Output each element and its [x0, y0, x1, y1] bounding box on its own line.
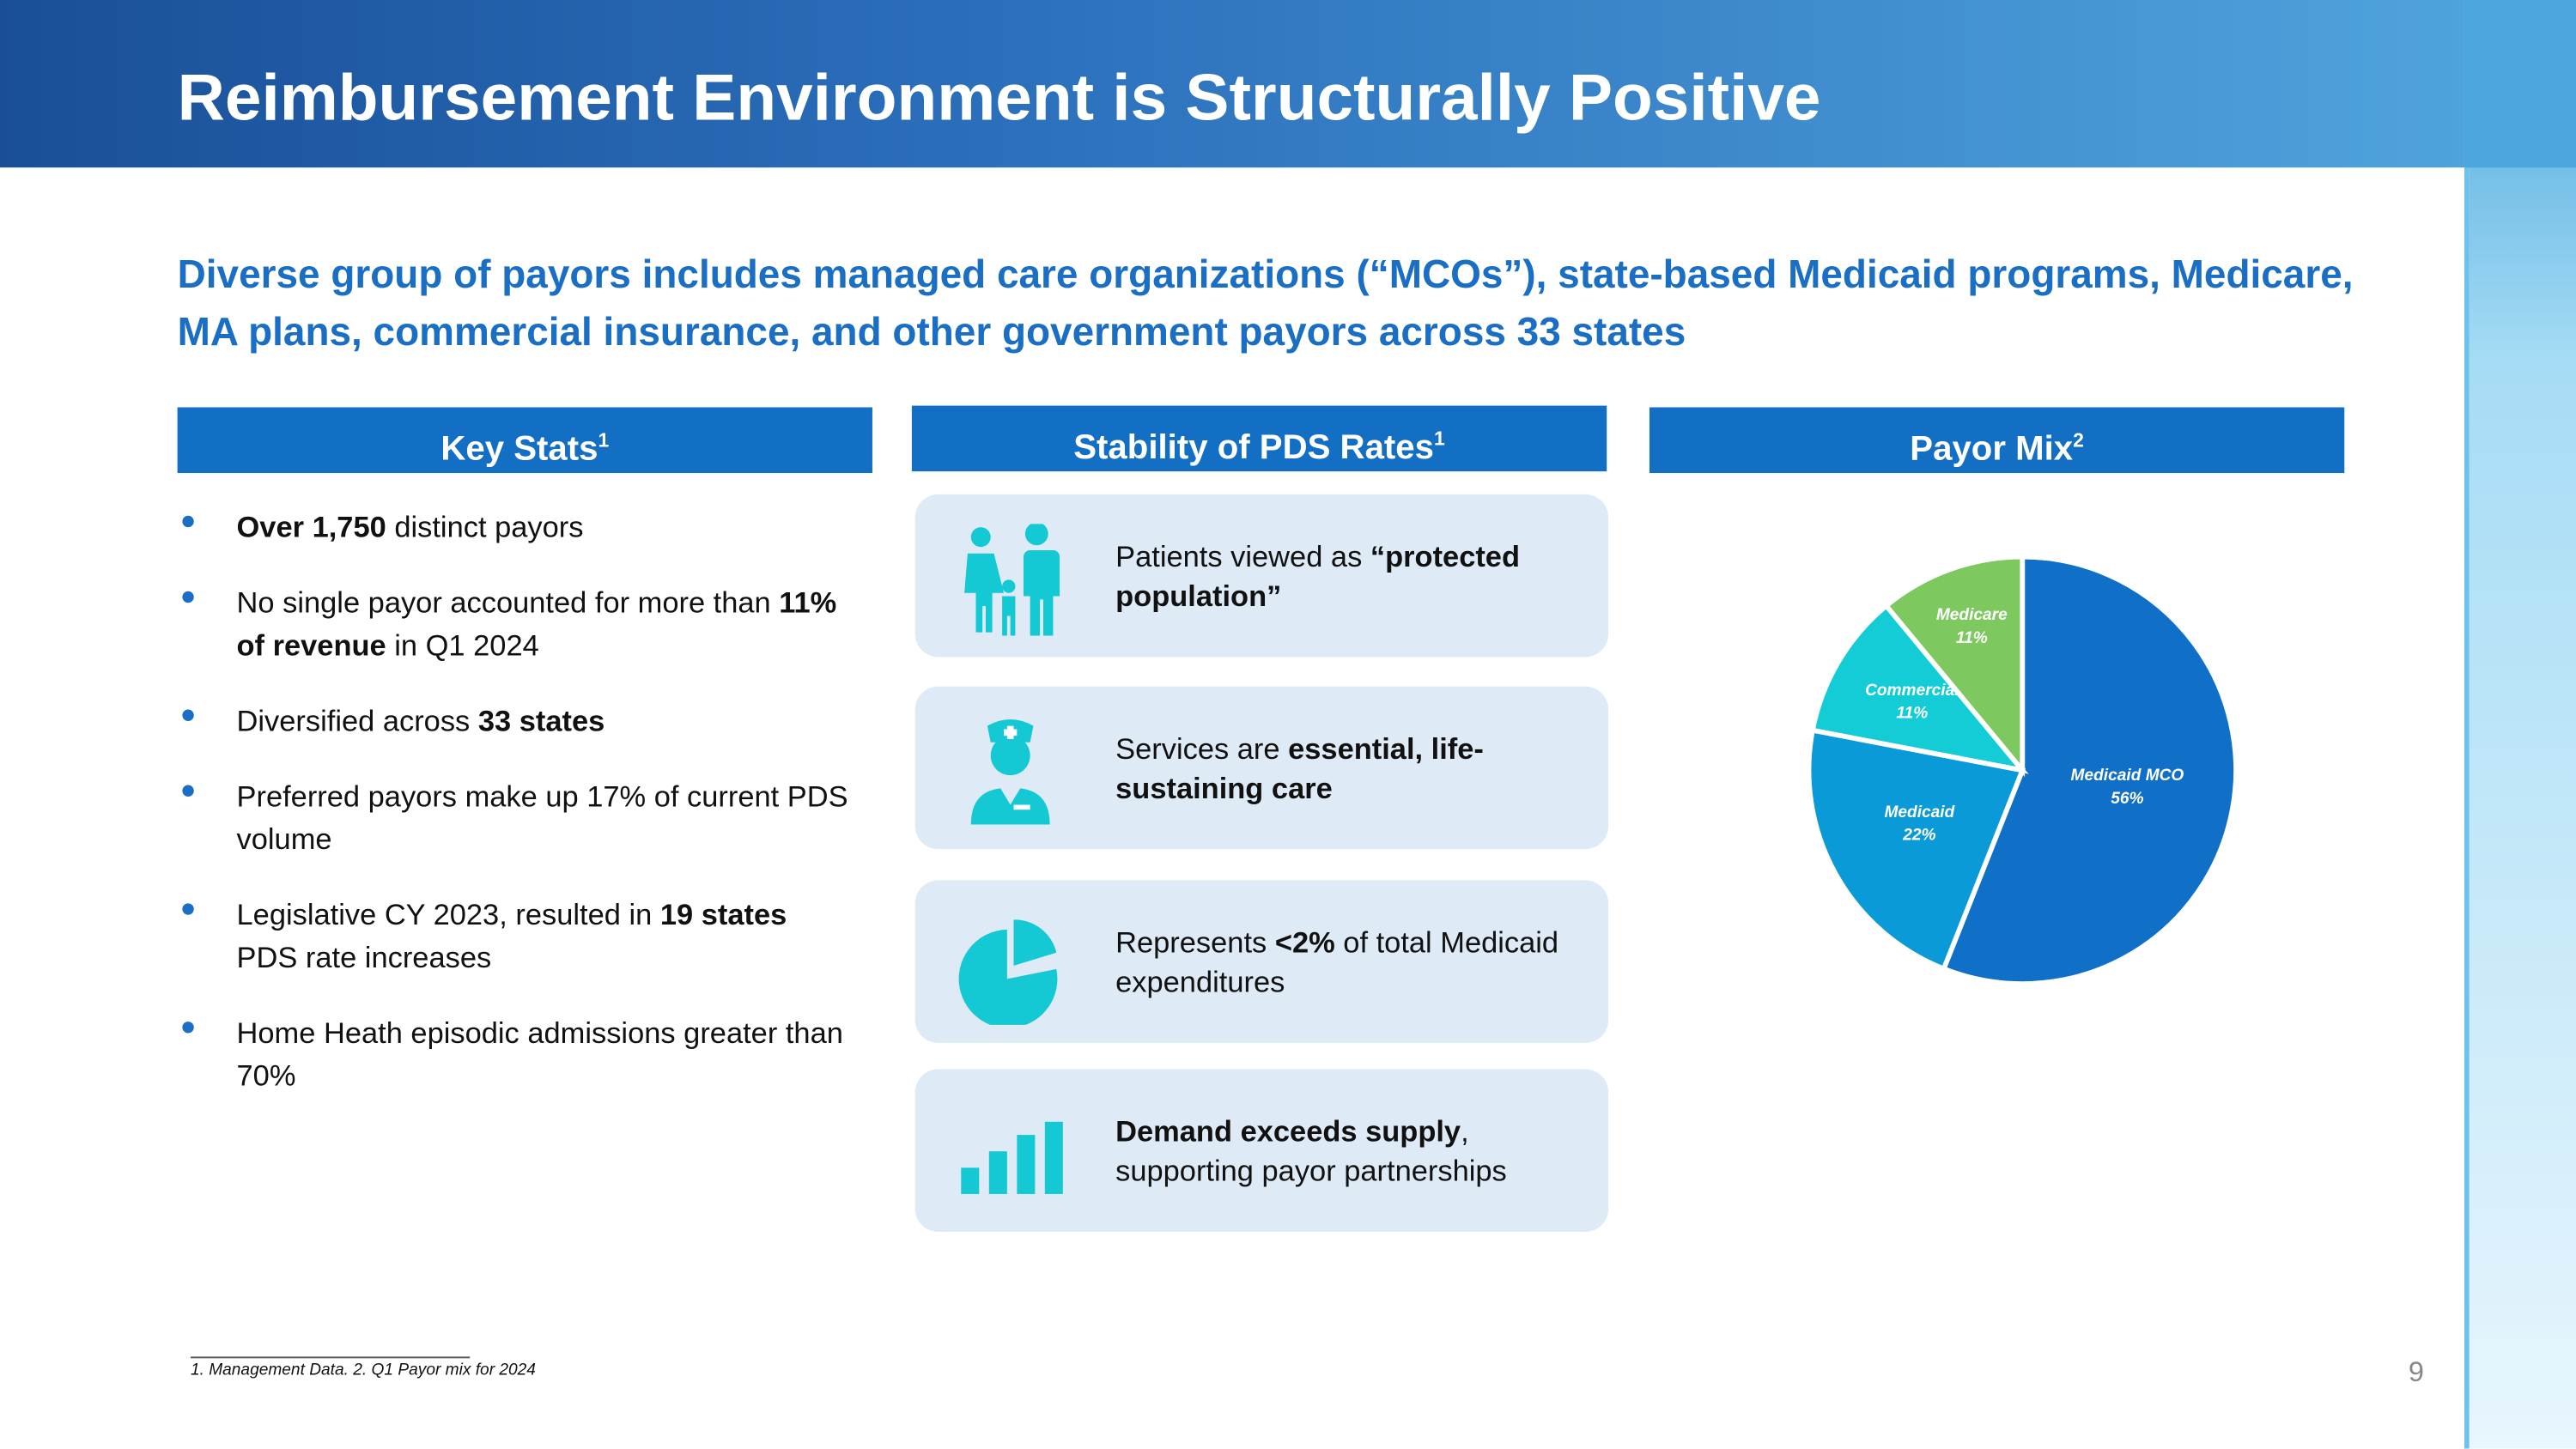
column-heading: Stability of PDS Rates1	[911, 405, 1607, 472]
key-stats: Over 1,750 distinct payors No single payo…	[178, 506, 851, 1130]
bullet: Home Heath episodic admissions greater t…	[178, 1012, 851, 1097]
slice-value: 56%	[2111, 790, 2143, 808]
slice-value: 22%	[1902, 827, 1935, 845]
slice-value: 11%	[1896, 705, 1928, 723]
text: of total Medicaid expenditures	[1115, 925, 1559, 998]
text: Legislative CY 2023, resulted in	[236, 898, 660, 931]
text: PDS rate increases	[236, 941, 492, 974]
header-bar	[0, 0, 2464, 168]
text: Diversified across	[236, 704, 478, 738]
slice-label: Commercial	[1865, 682, 1959, 700]
text: Preferred payors make up 17% of current …	[236, 779, 848, 856]
bars-icon	[961, 1121, 1063, 1194]
bullet: No single payor accounted for more than …	[178, 581, 851, 666]
pie-slice	[1809, 602, 2029, 774]
slice-label: Medicaid MCO	[2071, 767, 2184, 785]
bold-text: Demand exceeds supply	[1115, 1114, 1461, 1148]
pie-slice	[1882, 554, 2026, 778]
card-text: Demand exceeds supply, supporting payor …	[1115, 1111, 1583, 1190]
pie-chart: Medicaid MCO 56% Medicaid 22% Commercial 11% M…	[1806, 554, 2239, 986]
bold-text: 19 states	[659, 898, 787, 931]
slice-value: 11%	[1956, 629, 1988, 647]
card-text: Services are essential, life-sustaining …	[1115, 729, 1583, 808]
card: Demand exceeds supply, supporting payor …	[914, 1069, 1609, 1232]
bold-text: Over 1,750	[236, 511, 386, 544]
text: No single payor accounted for more than	[236, 586, 780, 620]
slice-label: Medicaid	[1884, 803, 1955, 822]
card: Patients viewed as “protected population…	[914, 494, 1609, 658]
card: Represents <2% of total Medicaid expendi…	[914, 880, 1609, 1043]
title: Reimbursement Environment is Structurall…	[177, 62, 1821, 135]
text: Represents	[1115, 925, 1275, 959]
heading-text: Key Stats	[440, 430, 598, 469]
card: Services are essential, life-sustaining …	[914, 686, 1609, 850]
text: , supporting payor partnerships	[1115, 1114, 1507, 1187]
side-bar	[2464, 0, 2576, 1449]
bold-text: “protected population”	[1115, 539, 1521, 612]
bullet: Legislative CY 2023, resulted in 19 stat…	[178, 894, 851, 979]
card-text: Patients viewed as “protected population…	[1115, 537, 1583, 615]
bold-text: 33 states	[477, 704, 605, 738]
note-ref: 1	[598, 428, 610, 452]
pie-slice	[1940, 554, 2239, 986]
heading-text: Payor Mix	[1910, 430, 2074, 469]
page-number: 9	[2408, 1356, 2425, 1388]
bullet: Over 1,750 distinct payors	[178, 506, 851, 549]
pie-icon	[958, 919, 1058, 1025]
note-ref: 2	[2073, 428, 2084, 452]
column-heading: Key Stats1	[177, 407, 872, 474]
note-ref: 1	[1434, 427, 1445, 451]
footnote-rule	[190, 1356, 471, 1359]
text: Patients viewed as	[1115, 539, 1370, 573]
bold-text: <2%	[1274, 925, 1335, 959]
family-icon	[964, 524, 1060, 636]
side-bar-top	[2464, 0, 2576, 168]
nurse-icon	[970, 719, 1050, 825]
text: distinct payors	[386, 511, 584, 544]
text: in Q1 2024	[386, 628, 539, 663]
footnote: 1. Management Data. 2. Q1 Payor mix for …	[190, 1361, 536, 1380]
subtitle: Diverse group of payors includes managed…	[177, 252, 2354, 355]
bullet: Diversified across 33 states	[178, 700, 851, 743]
card-text: Represents <2% of total Medicaid expendi…	[1115, 922, 1583, 1001]
bullet: Preferred payors make up 17% of current …	[178, 775, 851, 860]
text: Services are	[1115, 731, 1289, 765]
slice-label: Medicare	[1936, 606, 2008, 624]
bold-text: essential, life-sustaining care	[1115, 731, 1484, 804]
text: Home Heath episodic admissions greater t…	[236, 1016, 843, 1093]
column-heading: Payor Mix2	[1649, 407, 2345, 474]
heading-text: Stability of PDS Rates	[1073, 428, 1435, 467]
pie-slice	[1806, 727, 2026, 973]
bold-text: 11% of revenue	[236, 586, 837, 663]
